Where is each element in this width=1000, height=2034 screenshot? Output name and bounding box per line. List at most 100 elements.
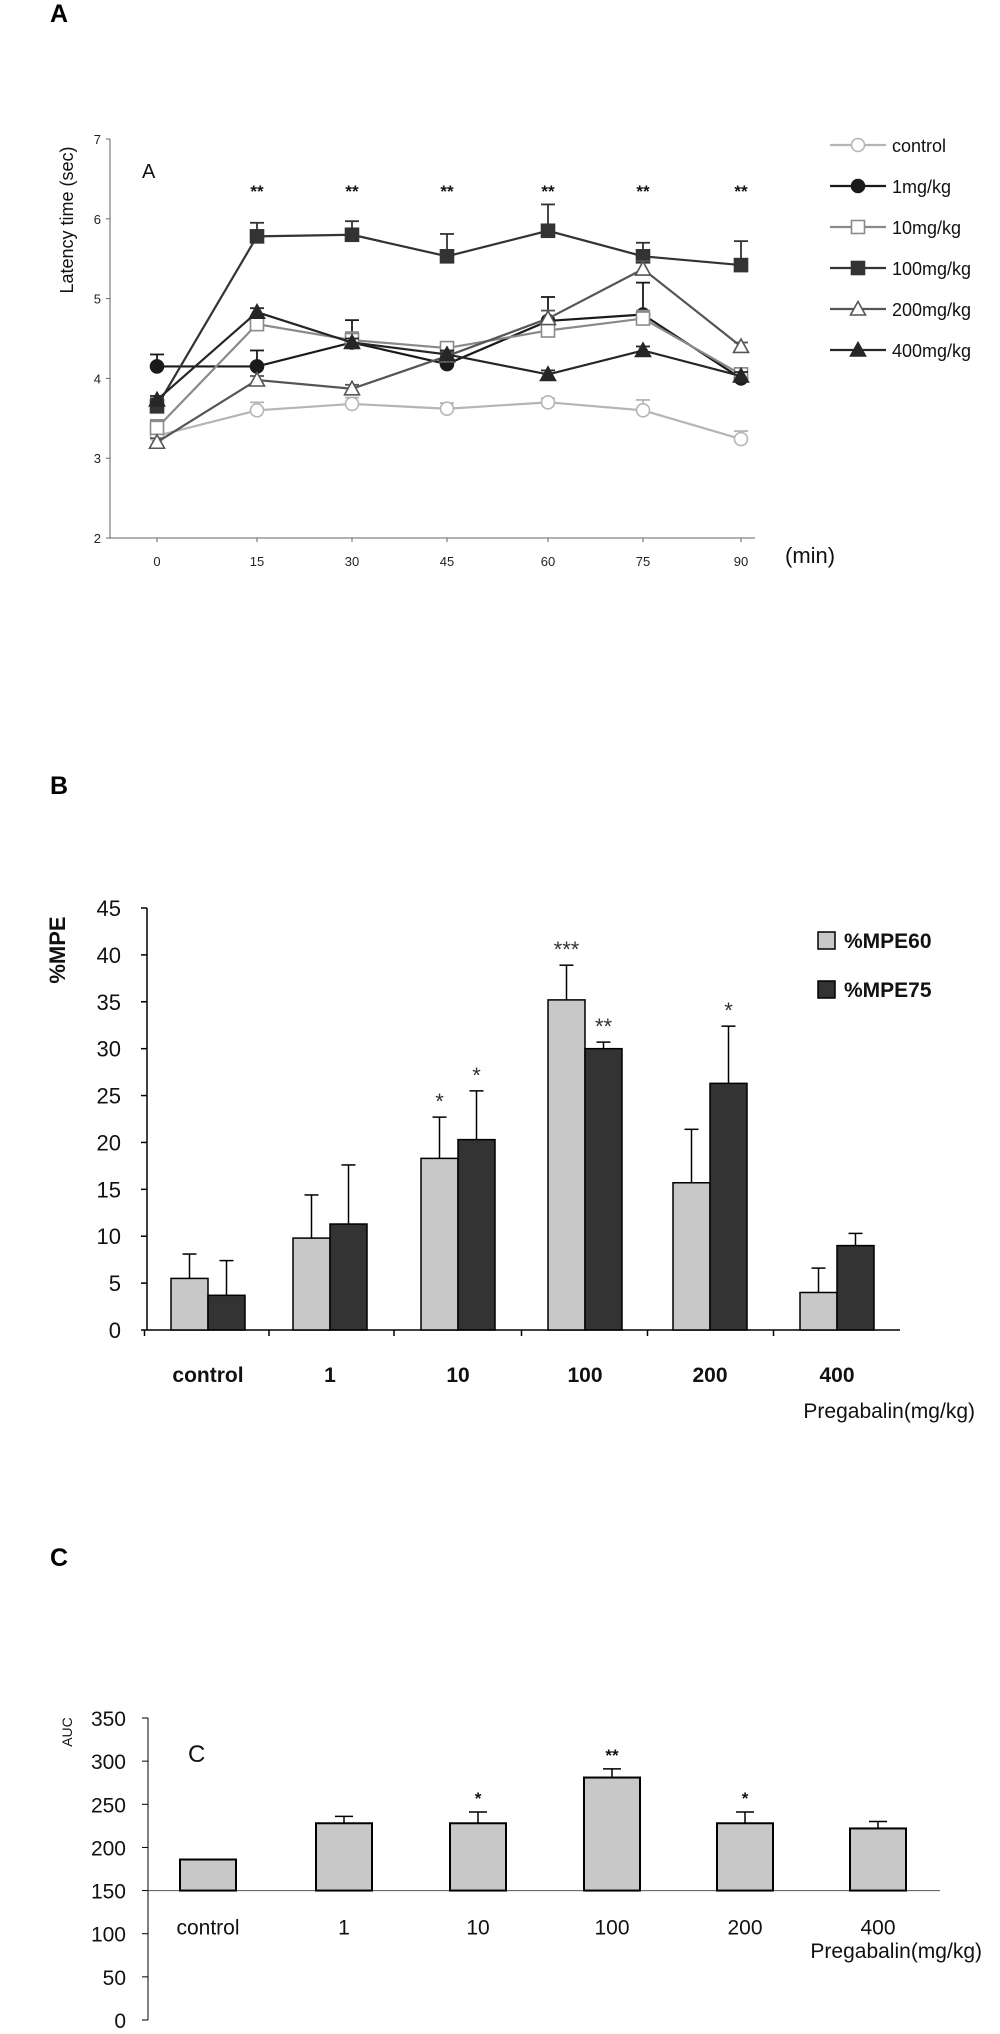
chart-a-significance-label: ** [636,182,650,201]
chart-a-data-point [149,420,165,436]
chart-c-y-tick-label: 100 [91,1924,126,1947]
chart-a-legend-label: control [892,136,946,156]
chart-a-legend-marker [850,137,866,153]
chart-c-y-tick-label: 50 [103,1967,126,1990]
chart-a-legend-item: 10mg/kg [830,218,961,238]
chart-a-legend-label: 400mg/kg [892,341,971,361]
chart-a-series-1 [149,281,749,386]
chart-c-x-tick-label: 1 [338,1917,350,1940]
chart-b-bar [672,1182,711,1331]
chart-b-y-tick-label: 20 [97,1130,121,1155]
chart-b-y-tick-label: 40 [97,943,121,968]
chart-b-bar [207,1294,246,1331]
chart-b-bar [292,1237,331,1331]
chart-b-y-tick-label: 5 [109,1271,121,1296]
chart-b-x-tick-label: 200 [692,1364,727,1387]
chart-a-data-point [439,249,455,264]
chart-a-data-point [344,396,360,412]
chart-a-data-point [540,223,556,239]
chart-b-legend-label: %MPE75 [844,979,932,1002]
chart-b-x-tick-label: 1 [324,1364,336,1387]
chart-a-data-point [635,311,651,326]
panel-label-c: C [50,1544,69,1572]
chart-b-y-tick-label: 0 [109,1318,121,1343]
mpe-bar-chart: %MPE Pregabalin(mg/kg) 0 5 10 15 20 25 30 35 40 4… [45,896,975,1423]
chart-a-x-tick-label: 30 [345,554,359,569]
chart-a-series-0 [149,395,749,447]
chart-b-bar [457,1138,496,1331]
chart-c-bar [179,1858,237,1892]
chart-c-series-0: **** [179,1746,907,1892]
chart-a-legend-label: 10mg/kg [892,218,961,238]
chart-c-significance-label: * [475,1789,482,1808]
chart-a-data-point [635,403,651,418]
chart-b-bar [170,1277,209,1331]
chart-a-data-point [248,303,266,319]
chart-b-bar [836,1244,875,1331]
chart-a-data-point [148,390,166,407]
chart-a-legend-marker [850,219,866,235]
chart-a-significance-label: ** [440,182,454,201]
chart-b-series-0: **** [170,937,838,1331]
chart-a-legend-marker [850,260,866,276]
chart-c-bar [849,1827,907,1892]
chart-a-data-point [732,366,750,383]
chart-b-significance-label: * [724,998,733,1023]
chart-a-y-tick-label: 6 [94,212,101,227]
chart-c-significance-label: ** [605,1746,619,1765]
chart-b-x-axis-label: Pregabalin(mg/kg) [803,1400,975,1423]
chart-b-bar [329,1223,368,1331]
chart-a-data-point [249,316,265,332]
chart-b-legend-swatch [817,931,836,950]
chart-a-data-point [732,337,750,354]
chart-c-y-axis-label: AUC [59,1717,75,1747]
chart-a-data-point [344,227,360,243]
chart-c-y-tick-label: 200 [91,1837,126,1860]
chart-a-y-tick-label: 2 [94,531,101,546]
chart-a-significance-label: ** [250,182,264,201]
chart-b-legend-swatch [817,980,836,999]
chart-a-data-point [249,229,265,244]
chart-a-y-axis-label: Latency time (sec) [57,146,77,293]
chart-a-data-point [343,379,361,396]
panel-label-b: B [50,772,69,800]
chart-c-inset-label: C [188,1741,205,1768]
chart-a-data-point [539,365,557,382]
chart-a-legend-item: control [830,136,946,156]
chart-a-legend-item: 1mg/kg [830,177,951,197]
chart-b-bar [709,1082,748,1331]
chart-a-legend-marker [850,178,866,194]
chart-a-data-point [438,345,456,362]
chart-a-data-point [343,333,361,350]
chart-b-x-tick-label: 400 [819,1364,854,1387]
chart-c-significance-label: * [742,1789,749,1808]
chart-b-legend: %MPE60 %MPE75 [817,930,932,1002]
chart-c-x-tick-label: 200 [727,1917,762,1940]
chart-a-inset-label: A [142,161,156,183]
chart-a-data-point [149,359,165,374]
chart-a-x-tick-label: 60 [541,554,555,569]
chart-b-bar [799,1291,838,1331]
chart-a-data-point [634,259,652,276]
chart-a-legend-item: 200mg/kg [830,299,971,320]
chart-b-x-tick-label: control [172,1364,243,1387]
chart-a-data-point [540,395,556,410]
chart-a-legend-marker [849,299,867,316]
chart-a-x-tick-label: 75 [636,554,650,569]
chart-a-x-tick-label: 0 [153,554,160,569]
chart-a-x-tick-label: 15 [250,554,264,569]
chart-b-y-tick-label: 15 [97,1177,121,1202]
chart-a-x-tick-label: 45 [440,554,454,569]
chart-a-data-point [634,341,652,358]
chart-c-y-tick-label: 150 [91,1881,126,1904]
chart-c-y-tick-label: 300 [91,1751,126,1774]
chart-b-y-tick-label: 45 [97,896,121,921]
chart-b-legend-label: %MPE60 [844,930,932,953]
chart-c-y-tick-label: 350 [91,1708,126,1731]
chart-c-y-tick-label: 0 [114,2010,126,2033]
chart-a-significance-label: ** [345,182,359,201]
chart-b-y-tick-label: 30 [97,1037,121,1062]
chart-c-x-tick-label: 400 [860,1917,895,1940]
chart-b-bar [420,1157,459,1331]
